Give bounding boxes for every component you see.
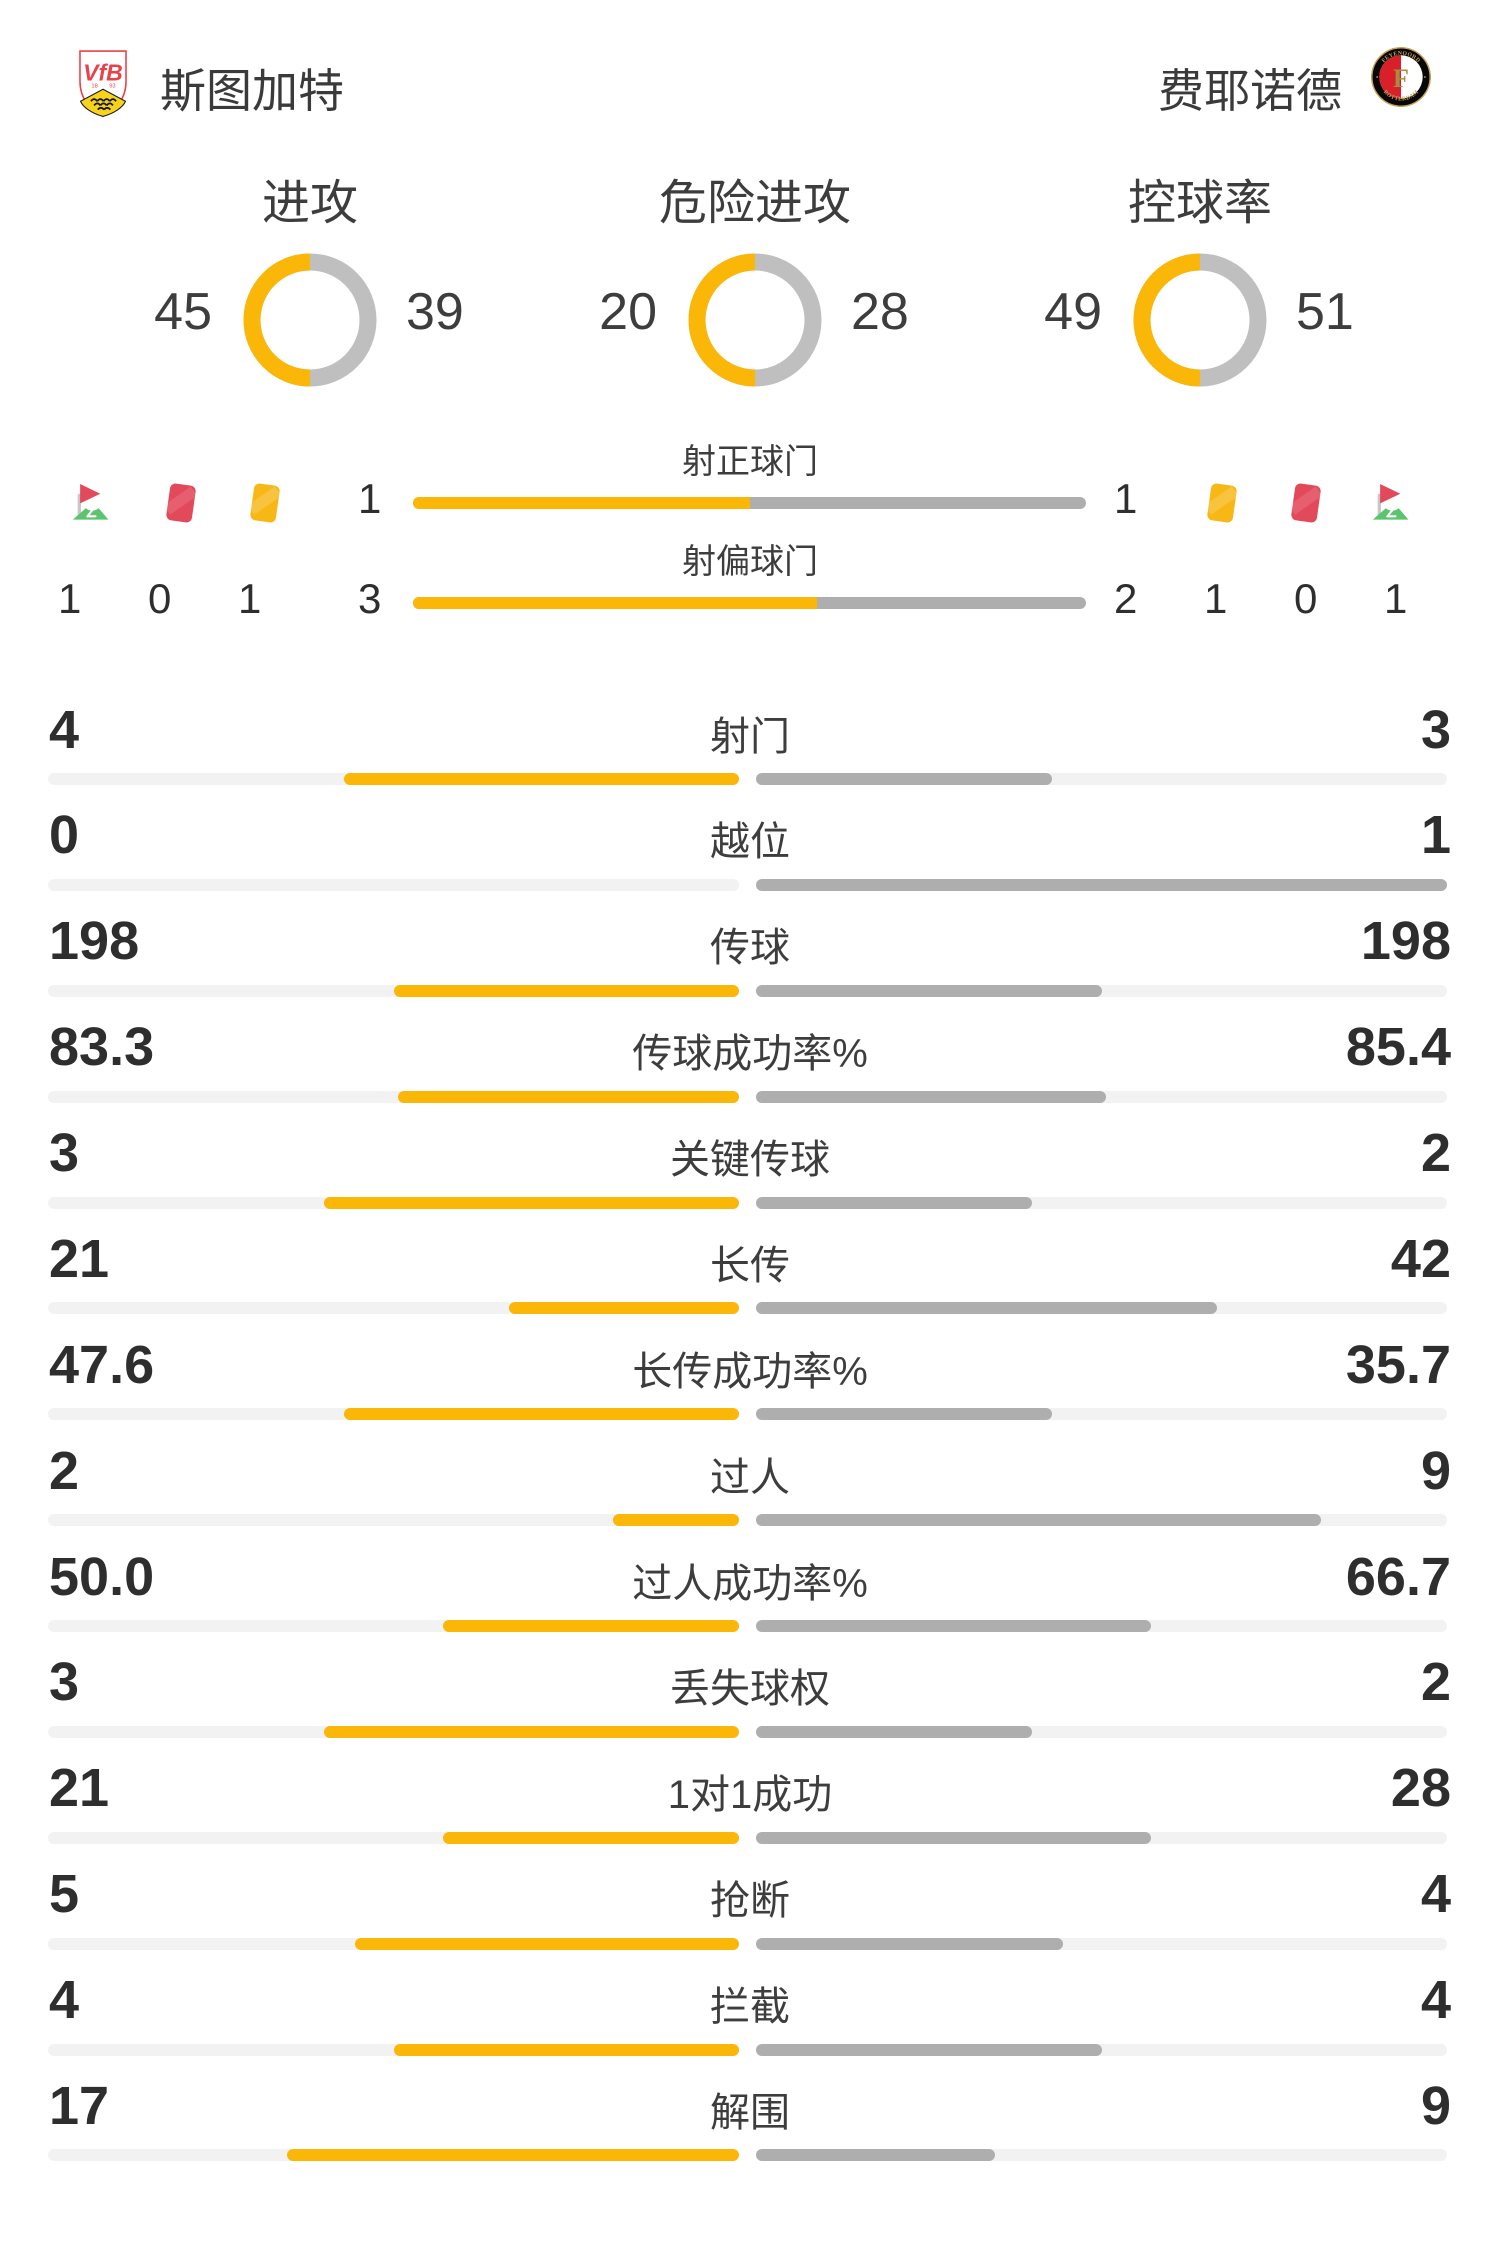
svg-text:18: 18 [91, 84, 97, 90]
svg-text:F: F [1393, 64, 1409, 93]
svg-text:VfB: VfB [83, 59, 123, 85]
svg-text:93: 93 [109, 84, 115, 90]
